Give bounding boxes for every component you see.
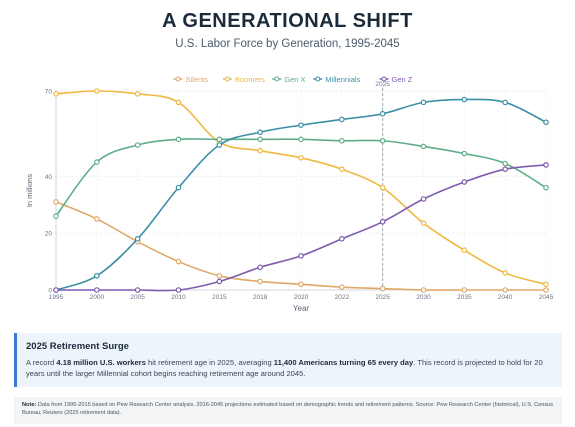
page-subtitle: U.S. Labor Force by Generation, 1995-204… (175, 38, 400, 50)
data-point-millennials (134, 236, 141, 242)
data-point-gen-x (461, 150, 468, 157)
data-point-silents (543, 287, 549, 293)
legend-label-gen-x: Gen X (284, 75, 305, 84)
data-point-gen-x (298, 136, 304, 143)
x-tick-label: 2025 (375, 294, 390, 301)
data-point-millennials (94, 272, 100, 279)
data-point-boomers (461, 247, 468, 254)
y-axis-title: In millions (25, 174, 34, 208)
data-point-gen-x (339, 137, 345, 144)
data-point-silents (379, 285, 386, 292)
data-point-silents (461, 287, 468, 293)
data-point-boomers (502, 270, 508, 276)
y-tick-label: 70 (45, 89, 53, 96)
data-point-boomers (175, 99, 182, 106)
x-tick-label: 2045 (539, 294, 554, 301)
data-point-boomers (257, 147, 263, 154)
data-point-silents (175, 258, 182, 265)
data-point-boomers (339, 166, 345, 172)
legend-marker-boomers (224, 76, 230, 82)
x-tick-label: 1995 (49, 294, 64, 301)
data-point-silents (216, 272, 223, 279)
x-tick-label: 2020 (294, 294, 309, 301)
y-tick-label: 0 (48, 288, 52, 295)
data-point-gen-x (53, 213, 59, 219)
legend-label-silents: Silents (186, 75, 209, 84)
source-note: Note: Data from 1995-2015 based on Pew R… (14, 397, 562, 424)
legend-marker-millennials (315, 76, 321, 82)
legend-label-millennials: Millennials (325, 75, 360, 84)
data-point-gen-z (134, 287, 141, 293)
data-point-millennials (420, 99, 427, 106)
data-point-boomers (94, 88, 100, 94)
data-point-millennials (175, 184, 182, 191)
data-point-boomers (420, 220, 427, 226)
data-point-silents (257, 278, 263, 285)
data-point-gen-z (461, 179, 468, 185)
legend-marker-gen-z (381, 76, 387, 82)
callout-text: A record 4.18 million U.S. workers hit r… (26, 358, 543, 378)
x-tick-label: 2022 (335, 294, 350, 301)
data-point-gen-x (134, 142, 141, 148)
data-point-gen-x (502, 160, 508, 167)
callout-title: 2025 Retirement Surge (26, 341, 129, 352)
data-point-gen-z (420, 196, 427, 202)
x-tick-label: 2015 (212, 294, 227, 301)
data-point-boomers (379, 184, 386, 191)
y-tick-label: 40 (45, 174, 53, 181)
x-tick-label: 2010 (171, 294, 186, 301)
data-point-silents (502, 287, 508, 293)
data-point-millennials (339, 116, 345, 123)
data-point-gen-x (175, 136, 182, 143)
data-point-silents (53, 199, 59, 205)
data-point-gen-z (339, 236, 345, 242)
data-point-boomers (543, 281, 549, 288)
data-point-gen-z (216, 278, 223, 285)
legend-label-gen-z: Gen Z (392, 75, 413, 84)
x-tick-label: 2030 (416, 294, 431, 301)
legend-label-boomers: Boomers (235, 75, 265, 84)
data-point-millennials (543, 119, 549, 126)
data-point-silents (420, 287, 427, 293)
data-point-millennials (216, 142, 223, 148)
data-point-gen-x (257, 136, 263, 143)
data-point-gen-x (216, 136, 223, 143)
data-point-gen-z (543, 162, 549, 168)
x-tick-label: 2000 (90, 294, 105, 301)
x-tick-label: 2018 (253, 294, 268, 301)
x-tick-label: 2005 (130, 294, 145, 301)
legend-marker-gen-x (274, 76, 280, 82)
x-tick-label: 2035 (457, 294, 472, 301)
y-tick-label: 20 (45, 231, 53, 238)
x-tick-label: 2040 (498, 294, 513, 301)
data-point-millennials (502, 99, 508, 106)
data-point-millennials (257, 129, 263, 136)
page-title: A GENERATIONAL SHIFT (162, 10, 413, 32)
data-point-boomers (53, 91, 59, 97)
data-point-gen-z (502, 166, 508, 172)
x-axis-title: Year (293, 304, 310, 313)
data-point-boomers (134, 91, 141, 97)
marker-label-2025: 2025 (375, 81, 390, 88)
legend-marker-silents (175, 76, 181, 82)
data-point-boomers (298, 155, 304, 161)
data-point-gen-z (53, 287, 59, 293)
retirement-callout: 2025 Retirement Surge A record 4.18 mill… (14, 333, 562, 387)
data-point-millennials (298, 122, 304, 128)
data-point-millennials (461, 96, 468, 103)
data-point-silents (94, 216, 100, 222)
data-point-gen-x (543, 184, 549, 191)
data-point-silents (339, 284, 345, 290)
data-point-gen-z (175, 287, 182, 293)
data-point-silents (298, 281, 304, 288)
data-point-gen-z (379, 218, 386, 225)
data-point-gen-z (298, 253, 304, 259)
data-point-gen-z (94, 287, 100, 293)
data-point-millennials (379, 110, 386, 117)
data-point-gen-x (94, 159, 100, 165)
data-point-gen-z (257, 264, 263, 271)
data-point-gen-x (420, 143, 427, 150)
data-point-gen-x (379, 137, 386, 144)
